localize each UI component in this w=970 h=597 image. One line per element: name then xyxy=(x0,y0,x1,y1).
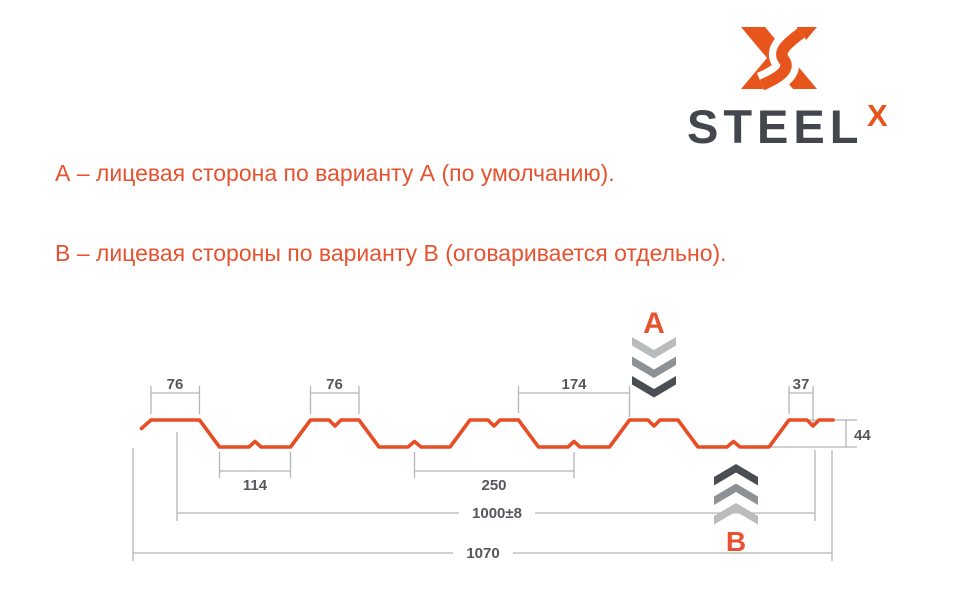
dim-label-250: 250 xyxy=(481,477,506,494)
face-side-label: A xyxy=(643,307,665,340)
back-side-label: B xyxy=(726,526,746,557)
logo-superscript-x: X xyxy=(867,98,888,133)
dim-top-flat-left: 76 xyxy=(150,376,201,414)
profile-drawing: 44 76 76 174 37 xyxy=(132,307,871,562)
dim-rib-pitch: 250 xyxy=(413,452,575,494)
face-side-arrow-icon xyxy=(632,337,676,398)
dim-label-76-left: 76 xyxy=(167,376,184,393)
logo-wordmark: STEEL xyxy=(687,100,864,153)
dim-label-37: 37 xyxy=(793,376,810,393)
profile-outline xyxy=(139,418,835,449)
dim-label-76-mid: 76 xyxy=(326,376,343,393)
dim-label-114: 114 xyxy=(243,477,268,494)
dim-label-174: 174 xyxy=(561,376,587,393)
dim-valley-width: 174 xyxy=(517,376,631,417)
dim-label-1000: 1000±8 xyxy=(472,505,522,522)
note-variant-a: А – лицевая сторона по варианту А (по ум… xyxy=(55,160,615,186)
dim-edge-lap: 37 xyxy=(788,376,814,423)
dim-bottom-flat: 114 xyxy=(218,452,292,494)
dim-label-44: 44 xyxy=(854,427,871,444)
dim-top-flat-mid: 76 xyxy=(309,376,360,414)
steelx-logo-icon xyxy=(741,25,817,91)
dim-overall-width: 1070 xyxy=(132,448,833,562)
dim-label-1070: 1070 xyxy=(466,545,499,562)
note-variant-b: В – лицевая стороны по варианту В (огова… xyxy=(55,240,727,266)
back-side-arrow-icon xyxy=(714,464,758,525)
dim-working-width: 1000±8 xyxy=(176,432,816,522)
